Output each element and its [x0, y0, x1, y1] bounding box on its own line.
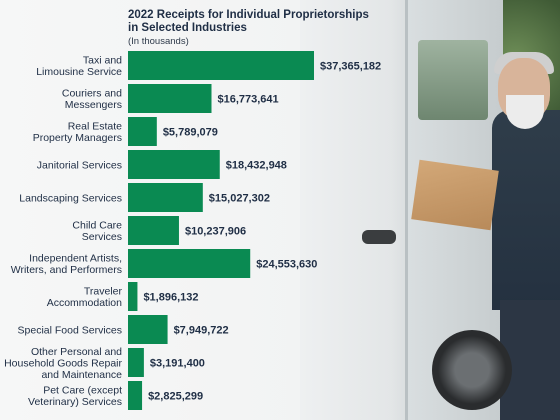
delivery-person-shirt	[492, 110, 560, 310]
value-label: $3,191,400	[150, 358, 205, 370]
value-label: $18,432,948	[226, 160, 287, 172]
bar-group: Couriers and Messengers $16,773,641	[62, 84, 279, 113]
category-label-line: and Maintenance	[41, 369, 122, 381]
bar-group: Special Food Services $7,949,722	[18, 315, 229, 344]
category-label-line: Messengers	[65, 99, 122, 111]
bar	[128, 315, 168, 344]
category-label-line: Traveler	[84, 286, 123, 298]
category-label-line: Household Goods Repair	[4, 357, 122, 369]
bar-chart: 2022 Receipts for Individual Proprietors…	[4, 9, 381, 410]
bar	[128, 249, 251, 278]
category-label: Taxi and Limousine Service	[36, 55, 122, 79]
chart-title: 2022 Receipts for Individual Proprietors…	[128, 9, 369, 35]
category-label: Traveler Accommodation	[47, 286, 123, 310]
category-label: Janitorial Services	[37, 159, 122, 171]
value-label: $24,553,630	[256, 259, 317, 271]
bar	[128, 216, 179, 245]
chart-title-line-1: 2022 Receipts for Individual Proprietors…	[128, 9, 369, 21]
van-wheel	[432, 330, 512, 410]
value-label: $5,789,079	[163, 127, 218, 139]
category-label-line: Property Managers	[33, 132, 122, 144]
category-label: Pet Care (except Veterinary) Services	[28, 385, 122, 409]
category-label: Independent Artists, Writers, and Perform…	[11, 253, 122, 277]
bar-group: Pet Care (except Veterinary) Services $2,8…	[28, 381, 203, 410]
bar-group: Janitorial Services $18,432,948	[37, 150, 287, 179]
category-label-line: Pet Care (except	[43, 385, 122, 397]
bar	[128, 117, 157, 146]
category-label-line: Independent Artists,	[29, 253, 122, 265]
category-label-line: Writers, and Performers	[11, 264, 122, 276]
category-label: Couriers and Messengers	[62, 88, 122, 112]
bar-group: Taxi and Limousine Service $37,365,182	[36, 51, 381, 80]
bar-group: Independent Artists, Writers, and Perform…	[11, 249, 317, 278]
van-door-handle	[362, 230, 396, 244]
bar	[128, 282, 138, 311]
category-label-line: Veterinary) Services	[28, 396, 122, 408]
bar	[128, 183, 203, 212]
van-window	[418, 40, 488, 120]
bar	[128, 84, 212, 113]
bar-group: Other Personal and Household Goods Repair…	[4, 346, 205, 381]
package-box	[411, 159, 499, 231]
category-label: Special Food Services	[18, 324, 122, 336]
category-label-line: Taxi and	[83, 55, 122, 67]
chart-subtitle: (In thousands)	[128, 36, 189, 47]
category-label-line: Special Food Services	[18, 324, 122, 336]
bar	[128, 381, 143, 410]
chart-title-line-2: in Selected Industries	[128, 22, 247, 34]
category-label-line: Janitorial Services	[37, 159, 122, 171]
category-label-line: Landscaping Services	[19, 192, 122, 204]
category-label-line: Real Estate	[68, 121, 122, 133]
bar-group: Real Estate Property Managers $5,789,079	[33, 117, 218, 146]
value-label: $15,027,302	[209, 193, 270, 205]
value-label: $1,896,132	[143, 292, 198, 304]
delivery-person-beard	[506, 95, 544, 129]
value-label: $16,773,641	[217, 94, 278, 106]
bar	[128, 150, 220, 179]
category-label-line: Limousine Service	[36, 66, 122, 78]
bar-group: Landscaping Services $15,027,302	[19, 183, 270, 212]
category-label-line: Accommodation	[47, 297, 122, 309]
category-label: Real Estate Property Managers	[33, 121, 122, 145]
bar-group: Traveler Accommodation $1,896,132	[47, 282, 199, 311]
value-label: $37,365,182	[320, 61, 381, 73]
bar	[128, 51, 314, 80]
category-label: Child Care Services	[72, 220, 122, 244]
value-label: $7,949,722	[174, 325, 229, 337]
category-label: Other Personal and Household Goods Repair…	[4, 346, 122, 381]
chart-plot: Taxi and Limousine Service $37,365,182 Cour…	[4, 51, 381, 410]
category-label-line: Other Personal and	[31, 346, 122, 358]
category-label-line: Services	[82, 231, 122, 243]
category-label: Landscaping Services	[19, 192, 122, 204]
value-label: $2,825,299	[148, 391, 203, 403]
category-label-line: Couriers and	[62, 88, 122, 100]
category-label-line: Child Care	[72, 220, 122, 232]
bar	[128, 348, 144, 377]
value-label: $10,237,906	[185, 226, 246, 238]
bar-group: Child Care Services $10,237,906	[72, 216, 246, 245]
